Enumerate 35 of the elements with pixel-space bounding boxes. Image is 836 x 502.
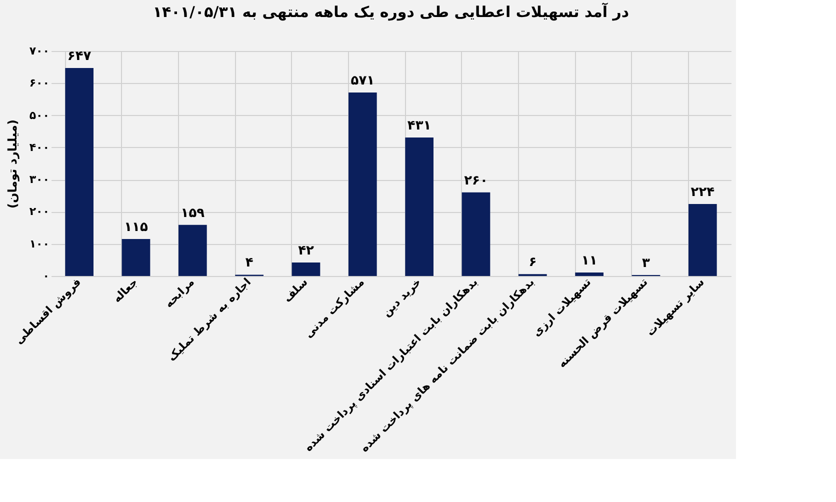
x-tick-label: خرید دین [380, 276, 424, 320]
y-tick-label: ۲۰۰ [29, 205, 50, 218]
bar [292, 262, 320, 276]
y-tick-label: ۰ [42, 270, 50, 282]
data-label: ۳ [642, 256, 650, 272]
data-label: ۵۷۱ [350, 73, 375, 88]
y-axis-title: (میلیارد تومان) [5, 119, 20, 209]
x-tick-label: مرابحه [162, 276, 197, 310]
bar [348, 92, 377, 276]
y-tick-label: ۶۰۰ [29, 76, 50, 90]
data-label: ۲۶۰ [464, 173, 488, 188]
bar [178, 224, 207, 276]
bar [122, 239, 150, 276]
data-label: ۴۲ [298, 244, 314, 258]
data-label: ۴ [245, 256, 254, 271]
bar [688, 204, 717, 276]
chart-title: در آمد تسهیلات اعطایی طی دوره یک ماهه منتهی به ۱۴۰۱/۰۵/۳۱ [152, 2, 630, 21]
y-tick-label: ۴۰۰ [29, 140, 50, 154]
data-label: ۶ [528, 255, 537, 270]
y-tick-label: ۱۰۰ [29, 237, 50, 250]
x-tick-label: جعاله [110, 276, 140, 306]
data-label: ۴۳۱ [407, 118, 432, 134]
bar [462, 192, 490, 276]
y-tick-label: ۳۰۰ [29, 173, 50, 186]
bar [65, 68, 94, 276]
data-label: ۲۲۴ [690, 185, 715, 200]
data-label: ۱۱۵ [124, 220, 148, 236]
data-label: ۱۵۹ [180, 206, 205, 221]
bar [575, 272, 604, 276]
data-label: ۶۴۷ [67, 49, 92, 64]
y-tick-label: ۵۰۰ [29, 108, 50, 122]
x-tick-label: سلف [280, 276, 310, 305]
y-tick-label: ۷۰۰ [29, 44, 50, 58]
data-label: ۱۱ [581, 253, 598, 268]
bar [405, 137, 434, 276]
